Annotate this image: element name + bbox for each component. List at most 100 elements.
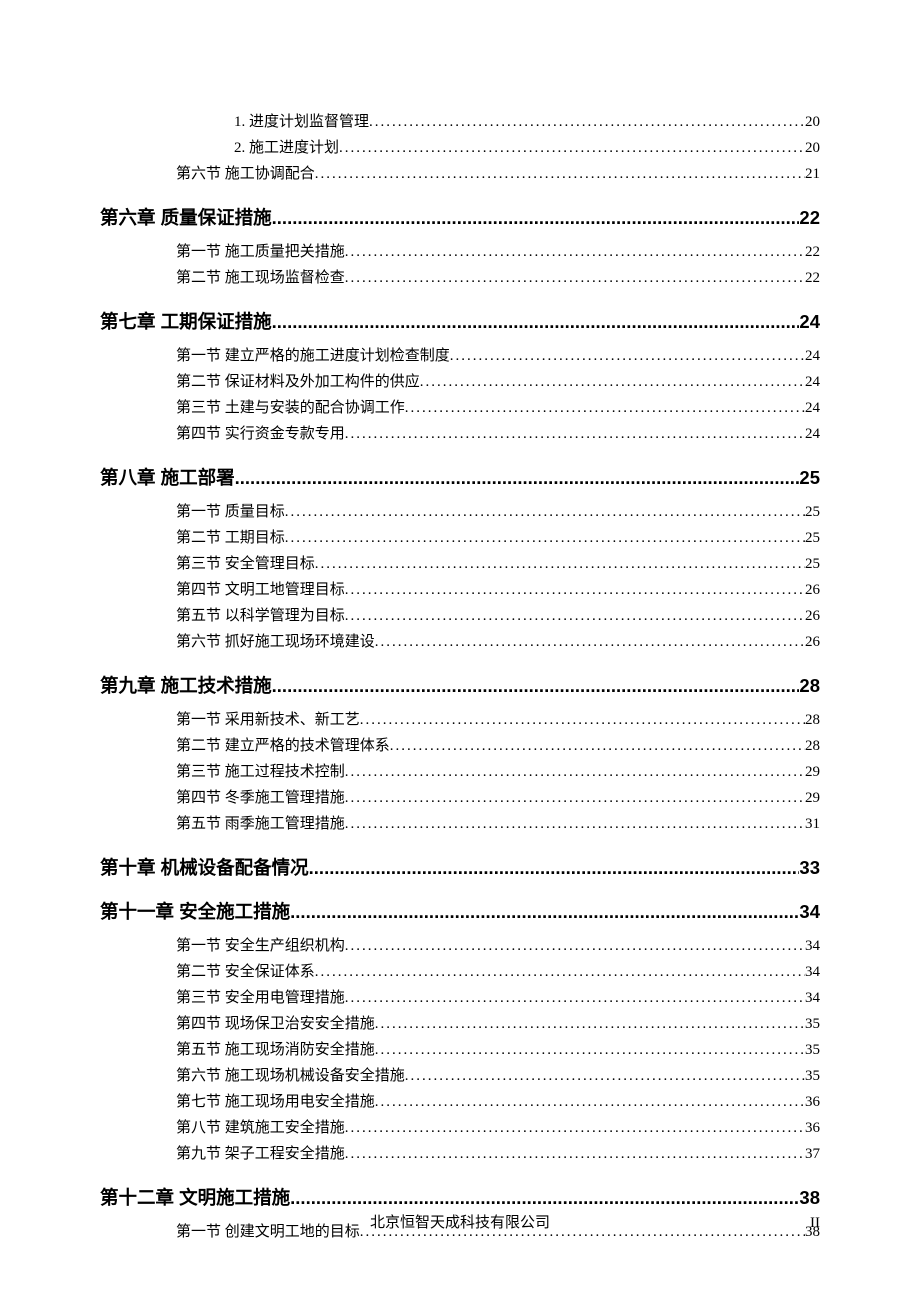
toc-section-5-2: 第三节 安全用电管理措施 34 xyxy=(176,986,820,1010)
toc-section-pre-2-label: 第六节 施工协调配合 xyxy=(176,162,315,186)
toc-section-3-2: 第三节 施工过程技术控制29 xyxy=(176,760,820,784)
toc-section-5-0-label: 第一节 安全生产组织机构 xyxy=(176,934,345,958)
toc-chapter-5-page: 34 xyxy=(799,901,820,923)
toc-chapter-3: 第九章 施工技术措施 28 xyxy=(100,672,820,698)
leader-dots xyxy=(285,526,805,550)
toc-section-2-4-page: 26 xyxy=(805,604,820,628)
toc-chapter-0: 第六章 质量保证措施 22 xyxy=(100,204,820,230)
toc-section-3-3: 第四节 冬季施工管理措施 29 xyxy=(176,786,820,810)
toc-section-0-1-label: 第二节 施工现场监督检查 xyxy=(176,266,345,290)
toc-section-2-3: 第四节 文明工地管理目标26 xyxy=(176,578,820,602)
leader-dots xyxy=(360,708,805,732)
footer-company: 北京恒智天成科技有限公司 xyxy=(0,1211,920,1232)
leader-dots xyxy=(345,1142,805,1166)
toc-section-5-7: 第八节 建筑施工安全措施36 xyxy=(176,1116,820,1140)
toc-section-5-4: 第五节 施工现场消防安全措施 35 xyxy=(176,1038,820,1062)
toc-subitem-pre-1-label: 2. 施工进度计划 xyxy=(234,136,339,160)
toc-chapter-1: 第七章 工期保证措施 24 xyxy=(100,308,820,334)
leader-dots xyxy=(272,311,800,333)
toc-section-2-0-page: 25 xyxy=(805,500,820,524)
toc-section-3-3-page: 29 xyxy=(805,786,820,810)
toc-section-5-1-label: 第二节 安全保证体系 xyxy=(176,960,315,984)
toc-section-1-2: 第三节 土建与安装的配合协调工作24 xyxy=(176,396,820,420)
toc-section-2-1-page: 25 xyxy=(805,526,820,550)
toc-chapter-6-page: 38 xyxy=(799,1187,820,1209)
toc-section-2-2-page: 25 xyxy=(805,552,820,576)
toc-section-5-4-label: 第五节 施工现场消防安全措施 xyxy=(176,1038,375,1062)
toc-subitem-pre-1-page: 20 xyxy=(805,136,820,160)
leader-dots xyxy=(315,552,805,576)
toc-section-1-2-label: 第三节 土建与安装的配合协调工作 xyxy=(176,396,405,420)
toc-chapter-4-label: 第十章 机械设备配备情况 xyxy=(100,854,309,880)
leader-dots xyxy=(345,422,805,446)
toc-subitem-pre-1: 2. 施工进度计划 20 xyxy=(234,136,820,160)
toc-section-1-1-page: 24 xyxy=(805,370,820,394)
leader-dots xyxy=(375,1012,805,1036)
toc-section-1-0-label: 第一节 建立严格的施工进度计划检查制度 xyxy=(176,344,450,368)
leader-dots xyxy=(345,812,805,836)
toc-section-0-0: 第一节 施工质量把关措施 22 xyxy=(176,240,820,264)
toc-chapter-3-label: 第九章 施工技术措施 xyxy=(100,672,272,698)
toc-section-5-0: 第一节 安全生产组织机构 34 xyxy=(176,934,820,958)
toc-chapter-4-page: 33 xyxy=(799,857,820,879)
toc-subitem-pre-0-page: 20 xyxy=(805,110,820,134)
toc-section-5-8-page: 37 xyxy=(805,1142,820,1166)
toc-section-5-0-page: 34 xyxy=(805,934,820,958)
leader-dots xyxy=(345,578,805,602)
leader-dots xyxy=(345,240,805,264)
toc-chapter-1-page: 24 xyxy=(799,311,820,333)
toc-chapter-1-label: 第七章 工期保证措施 xyxy=(100,308,272,334)
toc-section-3-2-page: 29 xyxy=(805,760,820,784)
toc-section-3-1-label: 第二节 建立严格的技术管理体系 xyxy=(176,734,390,758)
leader-dots xyxy=(345,266,805,290)
toc-chapter-6-label: 第十二章 文明施工措施 xyxy=(100,1184,290,1210)
toc-chapter-5-label: 第十一章 安全施工措施 xyxy=(100,898,290,924)
toc-section-2-5-label: 第六节 抓好施工现场环境建设 xyxy=(176,630,375,654)
leader-dots xyxy=(345,604,805,628)
toc-section-2-1: 第二节 工期目标 25 xyxy=(176,526,820,550)
toc-section-2-1-label: 第二节 工期目标 xyxy=(176,526,285,550)
toc-section-1-0-page: 24 xyxy=(805,344,820,368)
toc-section-5-6-label: 第七节 施工现场用电安全措施 xyxy=(176,1090,375,1114)
leader-dots xyxy=(450,344,805,368)
leader-dots xyxy=(272,207,800,229)
toc-section-0-0-page: 22 xyxy=(805,240,820,264)
leader-dots xyxy=(345,760,805,784)
toc-section-0-0-label: 第一节 施工质量把关措施 xyxy=(176,240,345,264)
toc-chapter-2: 第八章 施工部署 25 xyxy=(100,464,820,490)
toc-section-0-1-page: 22 xyxy=(805,266,820,290)
leader-dots xyxy=(315,960,805,984)
toc-section-3-4: 第五节 雨季施工管理措施31 xyxy=(176,812,820,836)
toc-section-3-0-label: 第一节 采用新技术、新工艺 xyxy=(176,708,360,732)
toc-section-3-3-label: 第四节 冬季施工管理措施 xyxy=(176,786,345,810)
toc-section-2-4-label: 第五节 以科学管理为目标 xyxy=(176,604,345,628)
toc-subitem-pre-0: 1. 进度计划监督管理20 xyxy=(234,110,820,134)
toc-section-5-2-label: 第三节 安全用电管理措施 xyxy=(176,986,345,1010)
toc-chapter-6: 第十二章 文明施工措施 38 xyxy=(100,1184,820,1210)
toc-section-5-2-page: 34 xyxy=(805,986,820,1010)
leader-dots xyxy=(235,467,800,489)
toc-section-5-7-page: 36 xyxy=(805,1116,820,1140)
toc-section-2-0: 第一节 质量目标25 xyxy=(176,500,820,524)
toc-section-5-1-page: 34 xyxy=(805,960,820,984)
toc-chapter-2-label: 第八章 施工部署 xyxy=(100,464,235,490)
leader-dots xyxy=(285,500,805,524)
toc-section-3-0-page: 28 xyxy=(805,708,820,732)
toc-section-2-3-page: 26 xyxy=(805,578,820,602)
leader-dots xyxy=(420,370,805,394)
toc-section-5-8: 第九节 架子工程安全措施37 xyxy=(176,1142,820,1166)
toc-section-3-4-page: 31 xyxy=(805,812,820,836)
toc-section-5-1: 第二节 安全保证体系 34 xyxy=(176,960,820,984)
toc-section-2-5-page: 26 xyxy=(805,630,820,654)
leader-dots xyxy=(345,986,805,1010)
leader-dots xyxy=(345,934,805,958)
toc-section-5-4-page: 35 xyxy=(805,1038,820,1062)
toc-section-2-5: 第六节 抓好施工现场环境建设 26 xyxy=(176,630,820,654)
toc-section-1-3-label: 第四节 实行资金专款专用 xyxy=(176,422,345,446)
toc-section-3-1-page: 28 xyxy=(805,734,820,758)
leader-dots xyxy=(375,1090,805,1114)
toc-section-5-3-label: 第四节 现场保卫治安安全措施 xyxy=(176,1012,375,1036)
toc-section-1-0: 第一节 建立严格的施工进度计划检查制度 24 xyxy=(176,344,820,368)
toc-section-3-1: 第二节 建立严格的技术管理体系 28 xyxy=(176,734,820,758)
leader-dots xyxy=(290,1187,799,1209)
